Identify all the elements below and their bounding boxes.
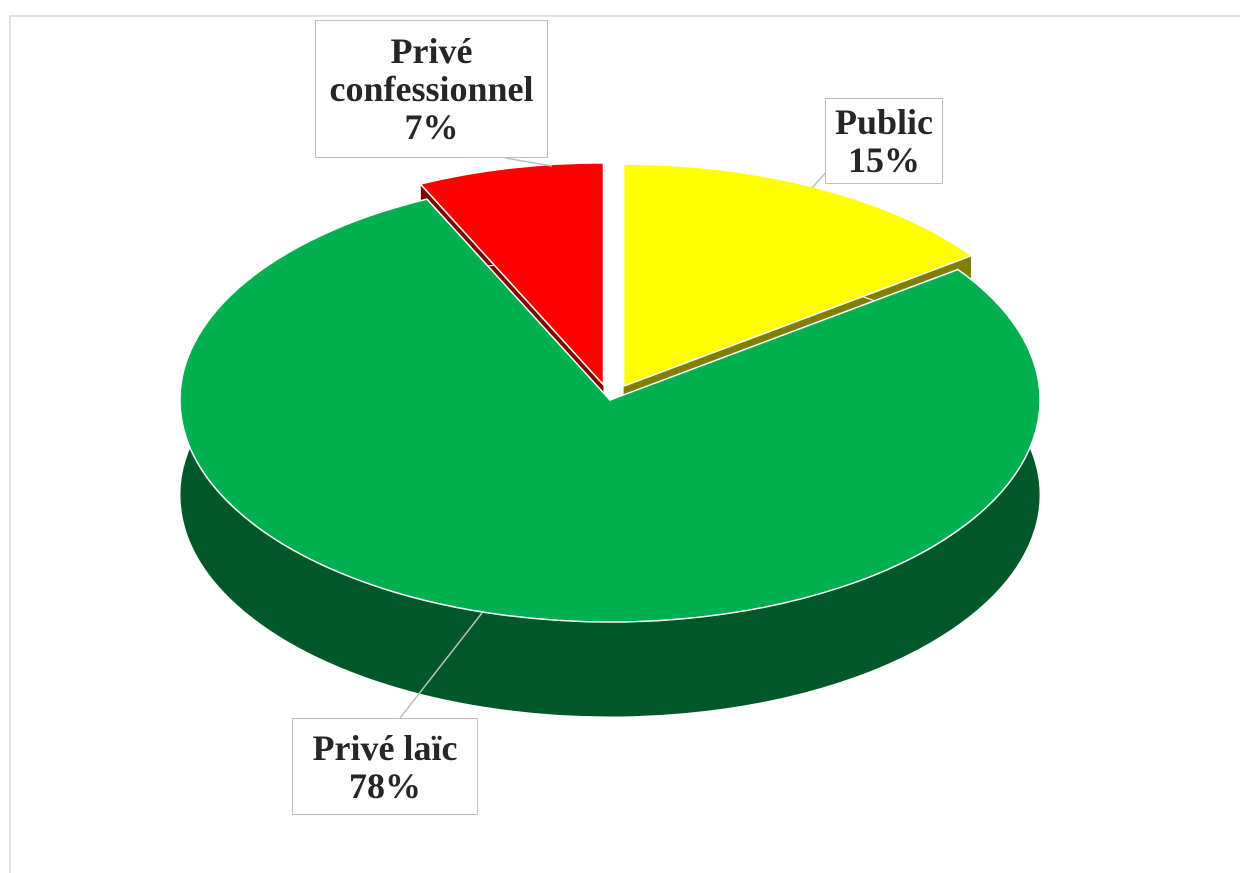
label-name: Privé laïc bbox=[312, 727, 458, 768]
slice bbox=[179, 198, 1041, 623]
data-label: Privé laïc 78% bbox=[292, 718, 478, 815]
pie bbox=[179, 162, 1041, 718]
label-name: Privé confessionnel bbox=[329, 31, 534, 109]
leader-line bbox=[504, 157, 553, 167]
chart-frame bbox=[9, 15, 1240, 873]
slice bbox=[622, 163, 974, 388]
data-label: Public 15% bbox=[825, 98, 943, 184]
label-name: Public bbox=[834, 102, 933, 142]
data-label: Privé confessionnel 7% bbox=[315, 20, 548, 158]
slice bbox=[418, 162, 605, 387]
leader-line bbox=[399, 612, 483, 719]
label-value: 15% bbox=[848, 140, 920, 180]
label-value: 7% bbox=[404, 107, 459, 147]
label-value: 78% bbox=[349, 765, 421, 806]
